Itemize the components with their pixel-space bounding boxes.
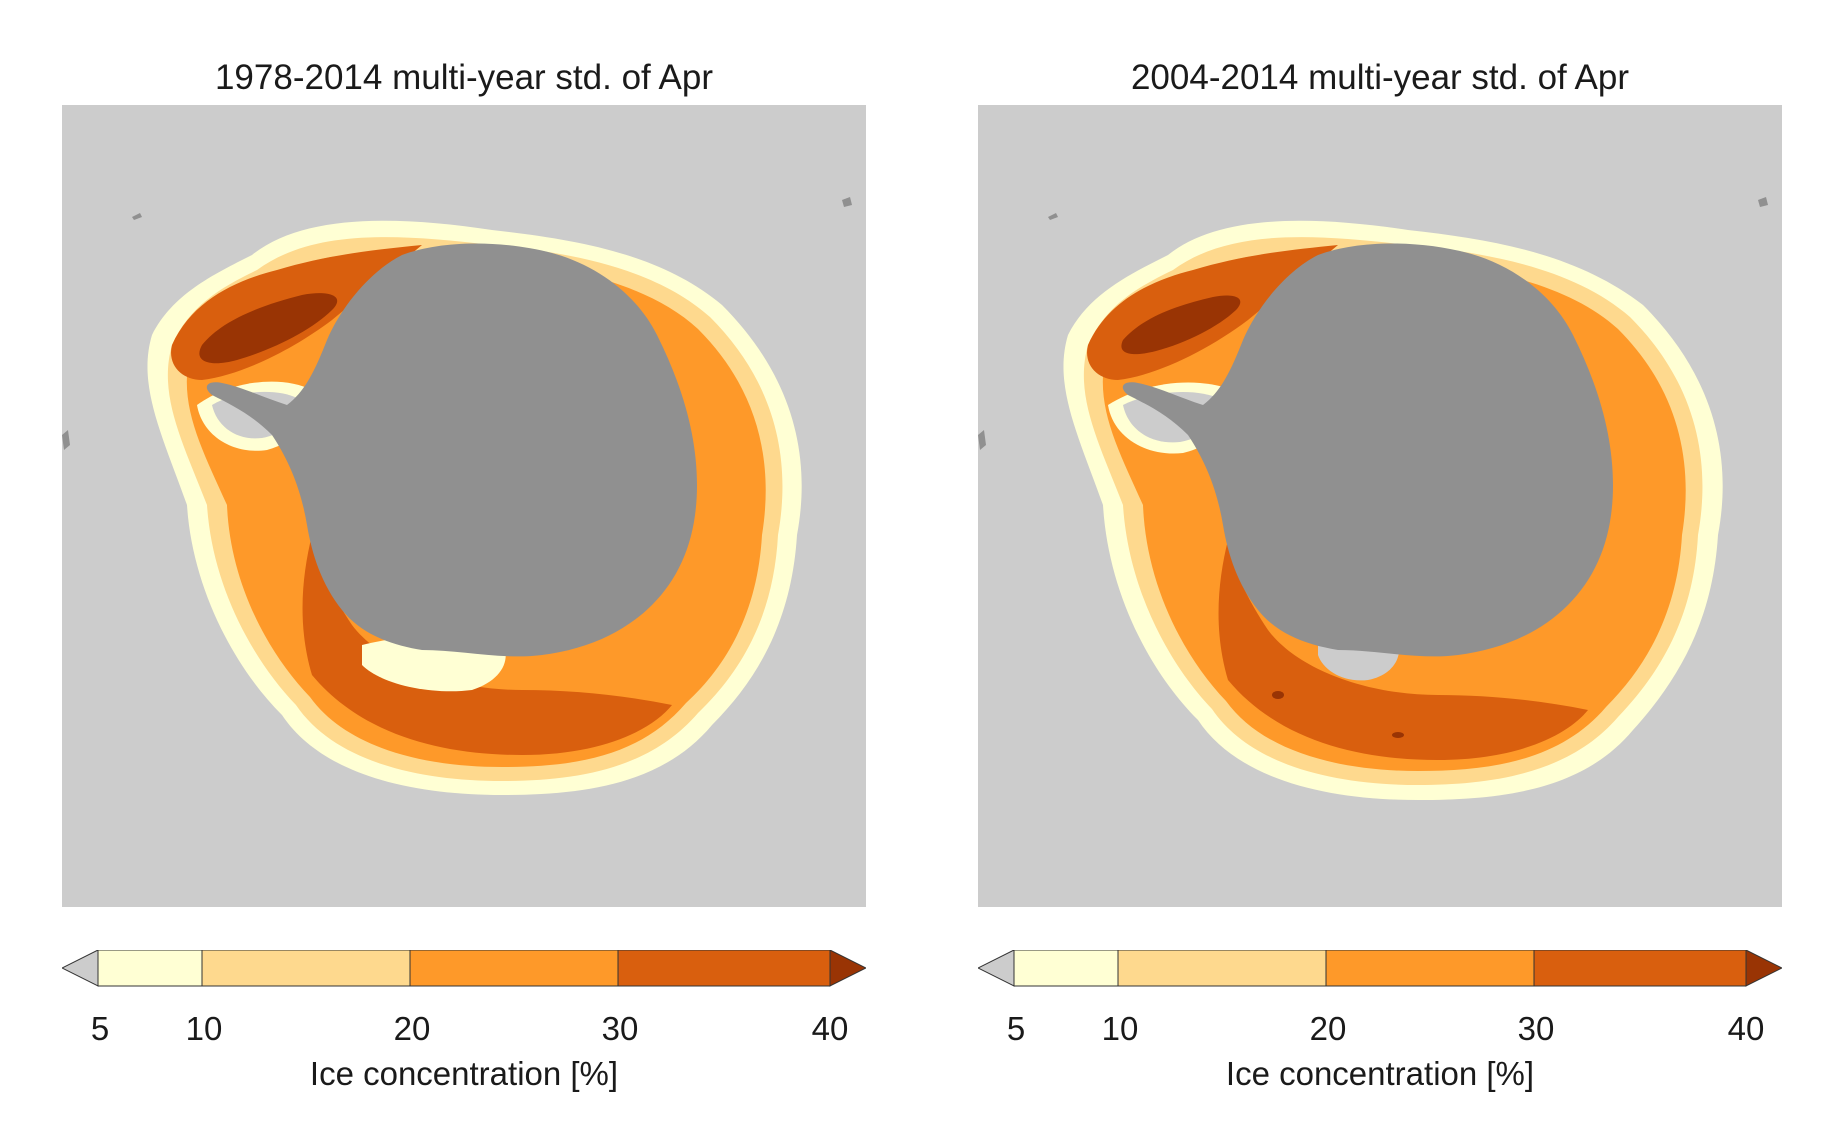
- antarctica-land: [1122, 243, 1613, 657]
- colorbar-bin-10-20: [201, 950, 411, 987]
- colorbar-tick-label: 30: [601, 1010, 639, 1047]
- colorbar-tick-label: 5: [1006, 1010, 1026, 1047]
- colorbar-tick-label: 10: [185, 1010, 223, 1047]
- band-over-40: [199, 293, 338, 364]
- band-30-40: [302, 535, 672, 755]
- colorbar-bin-5-10: [1013, 950, 1119, 987]
- sea-ice-std-map: [978, 105, 1782, 907]
- colorbar-tick-label: 20: [1309, 1010, 1347, 1047]
- band-over-40: [1272, 691, 1284, 699]
- island: [1758, 197, 1768, 207]
- colorbar-tick-label: 5: [90, 1010, 110, 1047]
- island: [132, 213, 142, 220]
- colorbar: [62, 950, 866, 987]
- sea-ice-std-map: [62, 105, 866, 907]
- colorbar-bin-30-40: [1533, 950, 1747, 987]
- colorbar-tick-label: 40: [1727, 1010, 1765, 1047]
- band-30-40: [1218, 540, 1588, 760]
- colorbar-tick-label: 40: [811, 1010, 849, 1047]
- band-over-40: [1121, 295, 1241, 355]
- panel-title: 2004-2014 multi-year std. of Apr: [1130, 58, 1630, 97]
- colorbar-title: Ice concentration [%]: [1225, 1055, 1535, 1092]
- panel-1978-2014: 1978-2014 multi-year std. of Apr: [0, 0, 880, 1146]
- island: [62, 430, 70, 450]
- colorbar-tick-label: 20: [393, 1010, 431, 1047]
- island: [978, 430, 986, 450]
- colorbar-over-triangle: [1745, 950, 1782, 987]
- colorbar-bin-20-30: [409, 950, 619, 987]
- colorbar-title: Ice concentration [%]: [309, 1055, 619, 1092]
- colorbar-over-triangle: [829, 950, 866, 987]
- colorbar-bin-30-40: [617, 950, 831, 987]
- panel-title: 1978-2014 multi-year std. of Apr: [214, 58, 714, 97]
- colorbar-bin-10-20: [1117, 950, 1327, 987]
- island: [1048, 213, 1058, 220]
- island: [842, 197, 852, 207]
- colorbar-tick-label: 30: [1517, 1010, 1555, 1047]
- colorbar: [978, 950, 1782, 987]
- colorbar-bin-5-10: [97, 950, 203, 987]
- colorbar-tick-label: 10: [1101, 1010, 1139, 1047]
- colorbar-under-triangle: [978, 950, 1015, 987]
- panel-2004-2014: 2004-2014 multi-year std. of Apr: [916, 0, 1796, 1146]
- colorbar-under-triangle: [62, 950, 99, 987]
- antarctica-land: [206, 243, 697, 657]
- band-over-40: [1392, 732, 1404, 738]
- colorbar-bin-20-30: [1325, 950, 1535, 987]
